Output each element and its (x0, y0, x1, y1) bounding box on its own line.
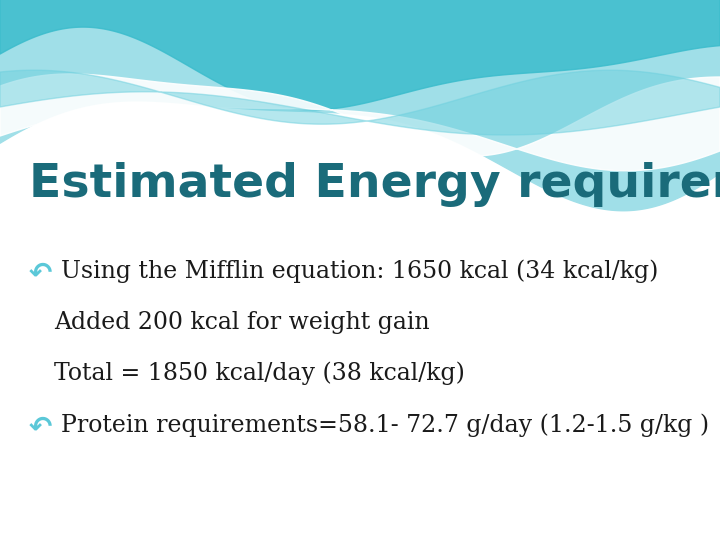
Text: Added 200 kcal for weight gain: Added 200 kcal for weight gain (54, 310, 430, 334)
Text: Protein requirements=58.1- 72.7 g/day (1.2-1.5 g/kg ): Protein requirements=58.1- 72.7 g/day (1… (61, 413, 709, 437)
Text: ↶: ↶ (29, 259, 52, 287)
Text: Using the Mifflin equation: 1650 kcal (34 kcal/kg): Using the Mifflin equation: 1650 kcal (3… (61, 259, 659, 283)
Text: Estimated Energy requirements: Estimated Energy requirements (29, 162, 720, 207)
Text: ↶: ↶ (29, 413, 52, 441)
Text: Total = 1850 kcal/day (38 kcal/kg): Total = 1850 kcal/day (38 kcal/kg) (54, 362, 465, 386)
